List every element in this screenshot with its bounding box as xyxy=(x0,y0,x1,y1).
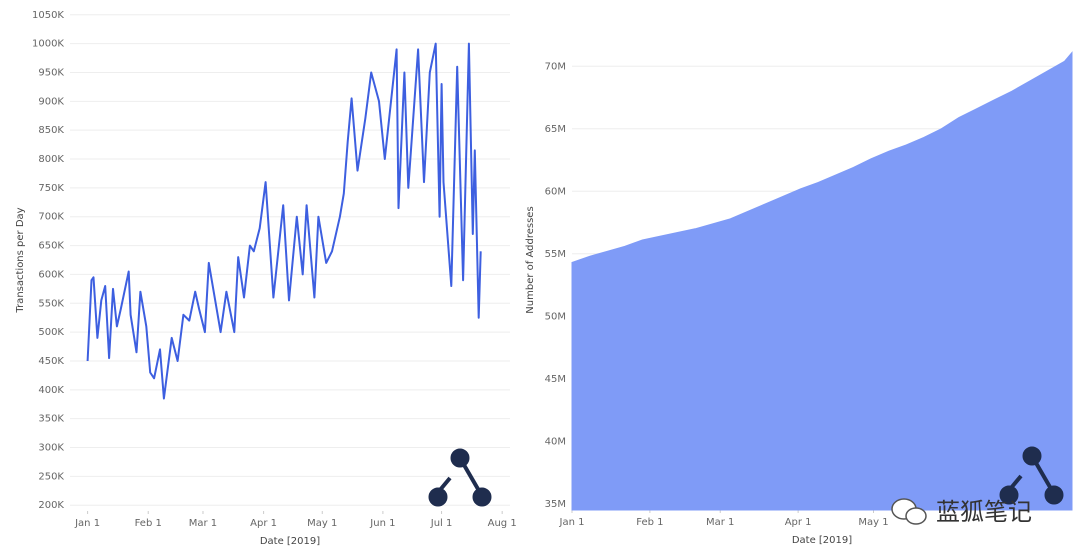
area xyxy=(571,51,1073,511)
x-tick-label: Feb 1 xyxy=(636,517,663,528)
y-tick-label: 900K xyxy=(38,96,64,107)
line xyxy=(86,42,482,400)
y-tick-label: 50M xyxy=(545,311,566,322)
y-tick-label: 350K xyxy=(38,414,64,425)
x-tick-label: Jan 1 xyxy=(559,517,585,528)
x-tick-label: Jul 1 xyxy=(430,518,453,529)
y-tick-label: 950K xyxy=(38,67,64,78)
y-tick-label: 450K xyxy=(38,356,64,367)
wechat-icon xyxy=(891,498,927,525)
y-tick-label: 60M xyxy=(545,186,566,197)
y-tick-label: 200K xyxy=(38,500,64,511)
x-tick-label: Jan 1 xyxy=(74,518,100,529)
charts: 200K 250K 300K 350K 400K 450K 500K 550K 600K 650K… xyxy=(15,10,1073,547)
y-axis-title: Transactions per Day xyxy=(15,207,26,313)
y-tick-label: 250K xyxy=(38,471,64,482)
y-tick-label: 500K xyxy=(38,327,64,338)
logo-left xyxy=(428,448,492,507)
logo-right xyxy=(999,446,1064,505)
y-tick-label: 55M xyxy=(545,249,566,260)
x-tick-label: May 1 xyxy=(858,517,888,528)
x-tick-label: Aug 1 xyxy=(488,518,517,529)
y-tick-label: 700K xyxy=(38,212,64,223)
x-axis-title: Date [2019] xyxy=(792,535,852,546)
y-tick-label: 65M xyxy=(545,124,566,135)
x-tick-label: Mar 1 xyxy=(189,518,217,529)
y-tick-label: 800K xyxy=(38,154,64,165)
y-tick-label: 35M xyxy=(545,499,566,510)
y-tick-label: 600K xyxy=(38,269,64,280)
y-tick-label: 550K xyxy=(38,298,64,309)
y-tick-label: 45M xyxy=(545,374,566,385)
x-axis-title: Date [2019] xyxy=(260,536,320,547)
y-tick-label: 850K xyxy=(38,125,64,136)
x-tick-label: Feb 1 xyxy=(135,518,162,529)
y-tick-label: 400K xyxy=(38,385,64,396)
y-tick-label: 650K xyxy=(38,241,64,252)
x-tick-label: Apr 1 xyxy=(250,518,277,529)
y-tick-label: 300K xyxy=(38,443,64,454)
y-axis-title: Number of Addresses xyxy=(525,206,536,313)
x-tick-label: Apr 1 xyxy=(785,517,812,528)
y-tick-label: 70M xyxy=(545,61,566,72)
y-tick-label: 750K xyxy=(38,183,64,194)
watermark: 蓝狐笔记 xyxy=(936,498,1032,526)
x-tick-label: Jun 1 xyxy=(369,518,395,529)
x-tick-label: May 1 xyxy=(307,518,337,529)
y-tick-label: 1000K xyxy=(32,39,64,50)
y-tick-label: 1050K xyxy=(32,10,64,21)
x-tick-label: Mar 1 xyxy=(706,517,734,528)
y-tick-label: 40M xyxy=(545,436,566,447)
